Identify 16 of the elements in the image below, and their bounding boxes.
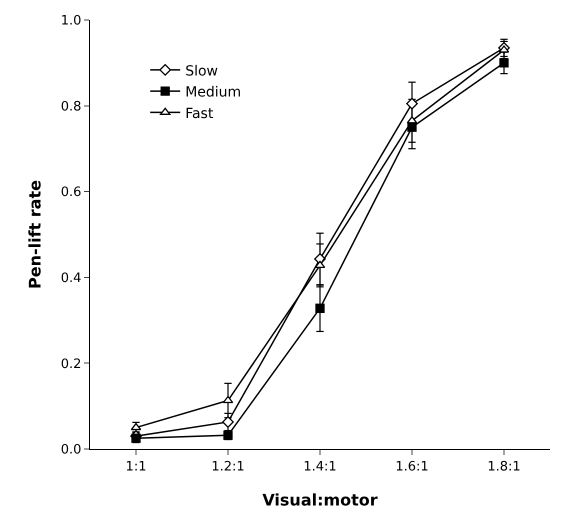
- x-axis-title: Visual:motor: [262, 490, 378, 510]
- y-axis-title: Pen-lift rate: [26, 180, 45, 289]
- y-tick-label: 0.6: [60, 185, 82, 200]
- y-tick-label: 0.2: [60, 356, 82, 372]
- y-tick-label: 1.0: [60, 14, 82, 29]
- x-tick-label: 1.6:1: [395, 460, 429, 475]
- legend-label: Medium: [185, 84, 242, 101]
- y-tick-label: 0.0: [60, 442, 82, 458]
- y-tick-label: 0.4: [60, 270, 82, 286]
- legend-label: Slow: [185, 63, 218, 80]
- y-tick-label: 0.8: [60, 99, 82, 114]
- x-tick-label: 1.2:1: [211, 460, 245, 475]
- x-tick-label: 1.8:1: [487, 460, 521, 475]
- x-tick-label: 1.4:1: [303, 460, 337, 475]
- legend-label: Fast: [185, 106, 214, 122]
- x-tick-label: 1:1: [126, 460, 146, 475]
